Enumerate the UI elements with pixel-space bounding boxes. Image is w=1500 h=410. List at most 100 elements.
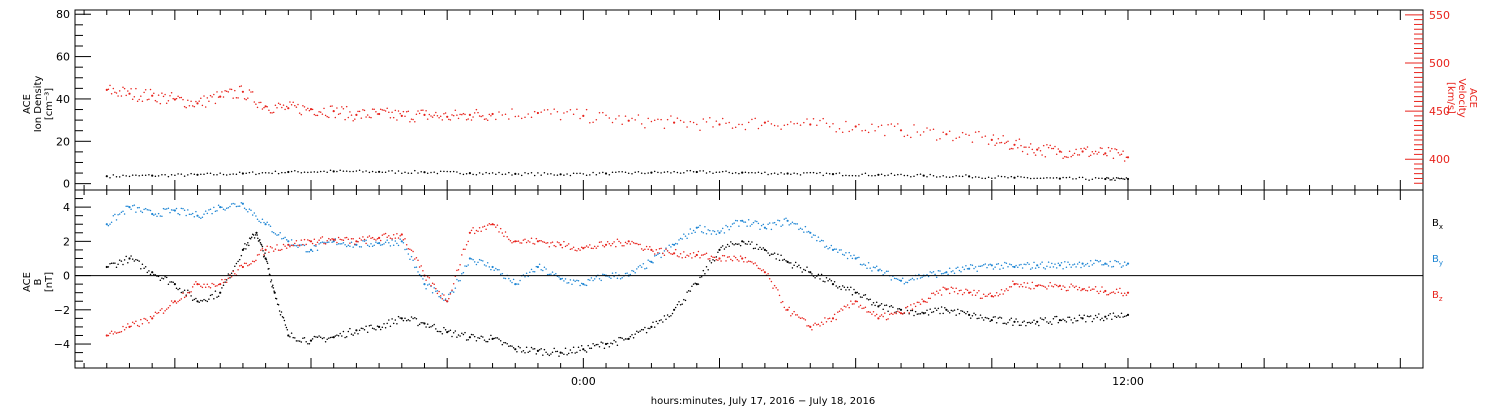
by-point [475, 263, 478, 266]
bx-point [259, 241, 262, 244]
bx-point [224, 281, 226, 283]
bx-point [478, 337, 481, 340]
ace-ion-density-point [644, 172, 646, 175]
by-point [501, 272, 504, 275]
ace-ion-density-point [783, 173, 786, 175]
by-point [963, 268, 966, 271]
ace-velocity-point [410, 118, 413, 120]
bx-point [519, 347, 521, 349]
bx-point [831, 283, 835, 286]
by-point [640, 266, 643, 268]
bz-point [908, 312, 910, 314]
by-point [611, 272, 614, 274]
bx-point [211, 293, 213, 296]
bz-point [749, 260, 752, 263]
ace-velocity-point [248, 89, 251, 91]
ace-velocity-point [783, 124, 786, 126]
bx-point [736, 243, 739, 246]
bx-point [1060, 319, 1063, 322]
bz-point [1052, 285, 1055, 288]
ace-ion-density-point [615, 171, 617, 173]
bz-point [1034, 284, 1037, 287]
by-point [559, 277, 562, 281]
ace-velocity-point [747, 121, 750, 124]
bx-point [1102, 319, 1105, 322]
by-point [726, 226, 729, 228]
bz-point [182, 292, 184, 295]
ace-velocity-point [559, 118, 562, 121]
bz-point [866, 311, 868, 313]
bx-point [1062, 318, 1064, 320]
by-point [770, 228, 773, 231]
bz-point [195, 280, 197, 283]
ace-velocity-point [712, 126, 714, 128]
ace-ion-density-point [935, 176, 938, 178]
bx-point [548, 354, 551, 357]
bz-point [357, 240, 359, 243]
bx-point [563, 353, 565, 356]
ace-ion-density-point [219, 172, 221, 174]
bx-point [582, 348, 585, 351]
bx-point [268, 273, 271, 275]
ace-velocity-point [718, 123, 721, 126]
ace-velocity-point [1091, 150, 1094, 153]
by-point [241, 202, 244, 205]
bx-point [386, 322, 388, 325]
ace-velocity-point [1023, 146, 1025, 148]
ace-ion-density-point [488, 172, 491, 175]
by-point [1026, 262, 1029, 264]
bz-point [781, 300, 784, 303]
bz-point [725, 260, 727, 262]
by-point [438, 295, 440, 298]
bx-point [756, 243, 758, 246]
ace-velocity-point [751, 118, 753, 121]
bx-point [919, 313, 922, 315]
by-point [999, 268, 1001, 270]
bz-point [602, 244, 604, 247]
by-point [214, 210, 217, 213]
by-point [1042, 267, 1045, 269]
bx-point [1120, 312, 1123, 314]
bz-point [1057, 285, 1060, 288]
ace-velocity-point [1041, 154, 1043, 156]
by-point [1044, 268, 1047, 270]
ace-velocity-point [592, 121, 594, 124]
by-point [775, 223, 777, 226]
ace-ion-density-point [955, 175, 957, 177]
bx-point [252, 234, 255, 236]
by-point [538, 263, 541, 265]
ace-velocity-point [149, 88, 152, 91]
bx-point [955, 314, 957, 316]
ace-velocity-point [135, 87, 137, 90]
bz-point [433, 283, 435, 285]
by-point [542, 269, 544, 272]
by-point [533, 271, 536, 273]
ace-velocity-point [880, 124, 883, 126]
bz-point [775, 286, 777, 289]
axis-label-line: [nT] [44, 272, 55, 292]
bx-point [286, 329, 289, 331]
by-point [277, 234, 280, 236]
bx-point [952, 310, 954, 312]
bx-point [209, 294, 212, 297]
bx-point [362, 327, 364, 330]
ace-ion-density-point [576, 172, 578, 175]
ace-velocity-point [582, 114, 585, 117]
bx-point [799, 267, 802, 269]
bx-point [473, 335, 476, 338]
ace-velocity-point [676, 117, 679, 119]
ace-ion-density-point [572, 172, 575, 175]
ace-ion-density-point [754, 172, 756, 174]
bz-point [863, 307, 865, 309]
by-point [610, 277, 612, 280]
bz-point [850, 300, 852, 302]
bx-point [595, 343, 598, 346]
by-point [138, 206, 140, 209]
bx-point [694, 282, 696, 285]
bz-point [366, 236, 369, 238]
ace-ion-density-point [128, 175, 131, 178]
bx-point [373, 328, 375, 330]
bx-point [763, 248, 767, 251]
bz-point [397, 237, 400, 239]
bz-point [238, 265, 241, 267]
